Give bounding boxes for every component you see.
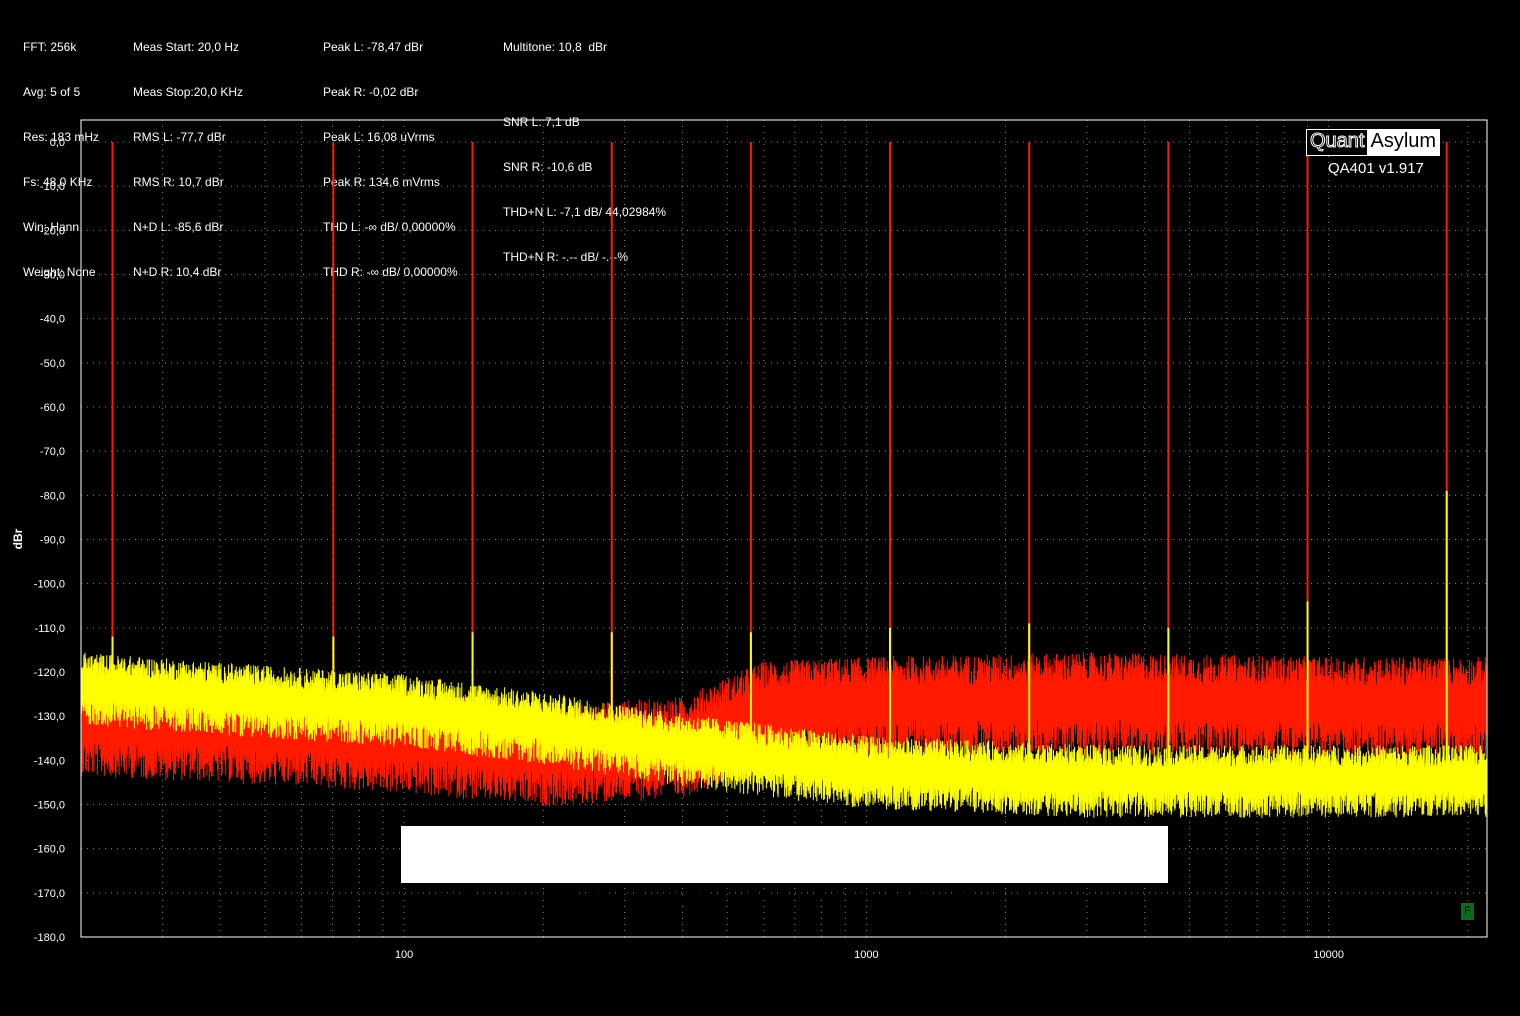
y-tick-label: -40,0 (40, 314, 65, 326)
y-tick-label: -170,0 (34, 888, 65, 900)
gain-line-left: L Gain: -108,44dB Peak+: 29,99dB Peak-: … (416, 883, 1030, 905)
x-tick-label: 100 (395, 949, 413, 961)
y-tick-label: -20,0 (40, 225, 65, 237)
y-tick-label: 0,0 (50, 137, 65, 149)
y-tick-label: -120,0 (34, 667, 65, 679)
stat-meas-stop: Meas Stop:20,0 KHz (133, 85, 244, 99)
y-tick-label: -180,0 (34, 932, 65, 944)
y-tick-label: -130,0 (34, 711, 65, 723)
y-tick-label: -140,0 (34, 755, 65, 767)
stat-thdn-r: THD+N R: -.-- dB/ -.--% (503, 250, 628, 264)
plot-frame (80, 119, 1488, 938)
stat-peak-r-vrms: Peak R: 134,6 mVrms (323, 175, 440, 189)
y-tick-label: -150,0 (34, 800, 65, 812)
stat-avg: Avg: 5 of 5 (23, 85, 81, 99)
version-label: QA401 v1.917 (1328, 160, 1424, 177)
stat-multitone: Multitone: 10,8 dBr (503, 40, 608, 54)
stat-peak-r-dbr: Peak R: -0,02 dBr (323, 85, 419, 99)
plot-grid (80, 120, 1487, 938)
stat-nd-r: N+D R: 10,4 dBr (133, 265, 222, 279)
y-tick-label: -90,0 (40, 535, 65, 547)
y-tick-label: -100,0 (34, 579, 65, 591)
stat-fft: FFT: 256k (23, 40, 77, 54)
stat-fs: Fs: 48,0 KHz (23, 175, 93, 189)
logo-quant: Quant (1307, 130, 1368, 155)
y-tick-label: -10,0 (40, 181, 65, 193)
gain-line-right: R Gain: -126,96dB Peak+: 126,97dB Peak-:… (416, 964, 1033, 986)
quantasylum-logo: Quant Asylum (1306, 129, 1441, 156)
stat-rms-r: RMS R: 10,7 dBr (133, 175, 224, 189)
y-tick-label: -70,0 (40, 446, 65, 458)
y-tick-label: -160,0 (34, 844, 65, 856)
stat-peak-l-dbr: Peak L: -78,47 dBr (323, 40, 424, 54)
stats-col2: Meas Start: 20,0 Hz Meas Stop:20,0 KHz R… (133, 10, 243, 295)
series-yellow (80, 490, 1488, 818)
stat-peak-l-vrms: Peak L: 16,08 uVrms (323, 130, 435, 144)
stat-thdn-l: THD+N L: -7,1 dB/ 44,02984% (503, 205, 667, 219)
stat-thd-r: THD R: -∞ dB/ 0,00000% (323, 265, 458, 279)
stat-rms-l: RMS L: -77,7 dBr (133, 130, 226, 144)
spectrum-plot[interactable]: 0,0 -10,0 -20,0 -30,0 -40,0 -50,0 -60,0 -70,0 -8… (0, 0, 1520, 971)
y-tick-label: -50,0 (40, 358, 65, 370)
x-tick-labels: 100 1000 10000 (395, 949, 1344, 961)
x-tick-label: 10000 (1313, 949, 1344, 961)
stat-snr-r: SNR R: -10,6 dB (503, 160, 593, 174)
stat-snr-l: SNR L: 7,1 dB (503, 115, 580, 129)
stats-col1: FFT: 256k Avg: 5 of 5 Res: 183 mHz Fs: 4… (23, 10, 99, 295)
x-tick-label: 1000 (854, 949, 878, 961)
y-tick-label: -110,0 (35, 623, 65, 635)
y-tick-label: -80,0 (40, 490, 65, 502)
stat-win: Win: Hann (23, 220, 80, 234)
f-badge[interactable]: F (1461, 903, 1474, 920)
stats-col4: Multitone: 10,8 dBr SNR L: 7,1 dB SNR R:… (503, 10, 666, 280)
y-tick-labels: 0,0 -10,0 -20,0 -30,0 -40,0 -50,0 -60,0 -70,0 -8… (34, 137, 65, 944)
y-tick-label: -30,0 (40, 270, 65, 282)
y-axis-label: dBr (11, 528, 25, 549)
stat-meas-start: Meas Start: 20,0 Hz (133, 40, 240, 54)
logo-asylum: Asylum (1367, 130, 1440, 155)
series-yellow-noise (80, 652, 1488, 818)
y-tick-label: -60,0 (40, 402, 65, 414)
stat-nd-l: N+D L: -85,6 dBr (133, 220, 224, 234)
gain-summary-box: L Gain: -108,44dB Peak+: 29,99dB Peak-: … (401, 826, 1168, 986)
